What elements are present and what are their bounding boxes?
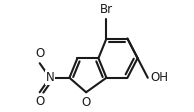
Text: OH: OH [151, 71, 169, 84]
Text: O: O [35, 95, 44, 108]
Text: O: O [81, 96, 91, 109]
Text: O: O [35, 47, 44, 60]
Text: Br: Br [100, 3, 113, 16]
Text: N: N [45, 71, 54, 84]
